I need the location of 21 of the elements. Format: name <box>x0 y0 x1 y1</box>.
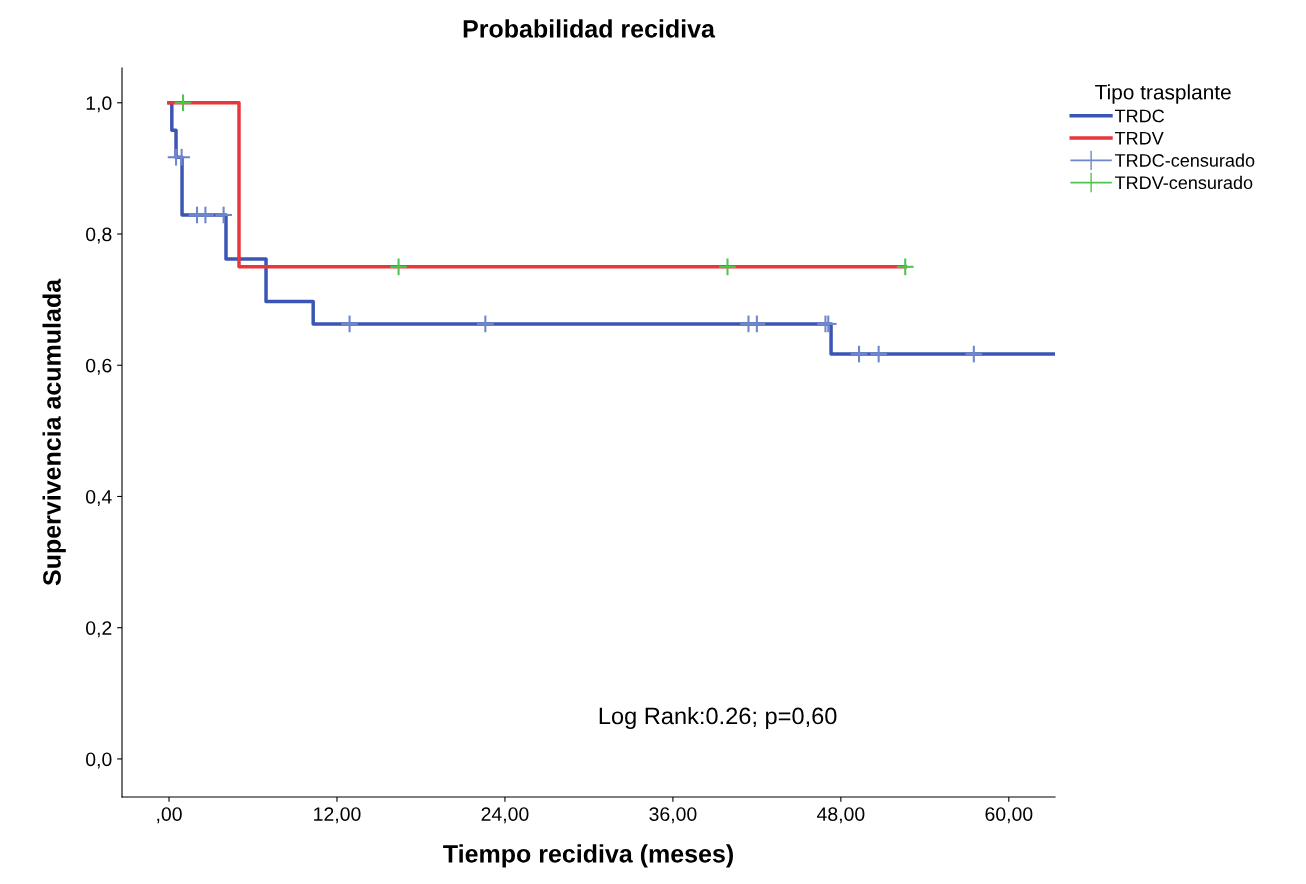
annotation: Log Rank:0.26; p=0,60 <box>599 706 837 729</box>
y-tick-label: 0,8 <box>86 227 112 244</box>
y-tick-label: 0,2 <box>86 621 112 638</box>
x-tick-label: ,00 <box>157 807 182 824</box>
x-tick-label: 48,00 <box>816 807 865 824</box>
chart-title: Probabilidad recidiva <box>463 19 716 38</box>
y-tick-label: 1,0 <box>86 96 112 113</box>
legend-title: Tipo trasplante <box>1095 84 1231 104</box>
x-tick-label: 24,00 <box>481 807 529 824</box>
legend-label: TRDC-censurado <box>1114 153 1255 167</box>
y-tick-label: 0,4 <box>86 489 112 507</box>
x-tick-label: 60,00 <box>985 807 1033 824</box>
x-tick-label: 36,00 <box>649 807 697 824</box>
x-axis-title: Tiempo recidiva (meses) <box>443 844 733 868</box>
legend-label: TRDV-censurado <box>1114 175 1253 190</box>
x-tick-label: 12,00 <box>314 807 361 824</box>
y-tick-label: 0,6 <box>86 358 112 375</box>
legend-label: TRDV <box>1114 132 1164 145</box>
y-tick-label: 0,0 <box>86 752 112 769</box>
y-axis-title: Supervivencia acumulada <box>42 278 66 586</box>
legend-label: TRDC <box>1114 109 1165 123</box>
